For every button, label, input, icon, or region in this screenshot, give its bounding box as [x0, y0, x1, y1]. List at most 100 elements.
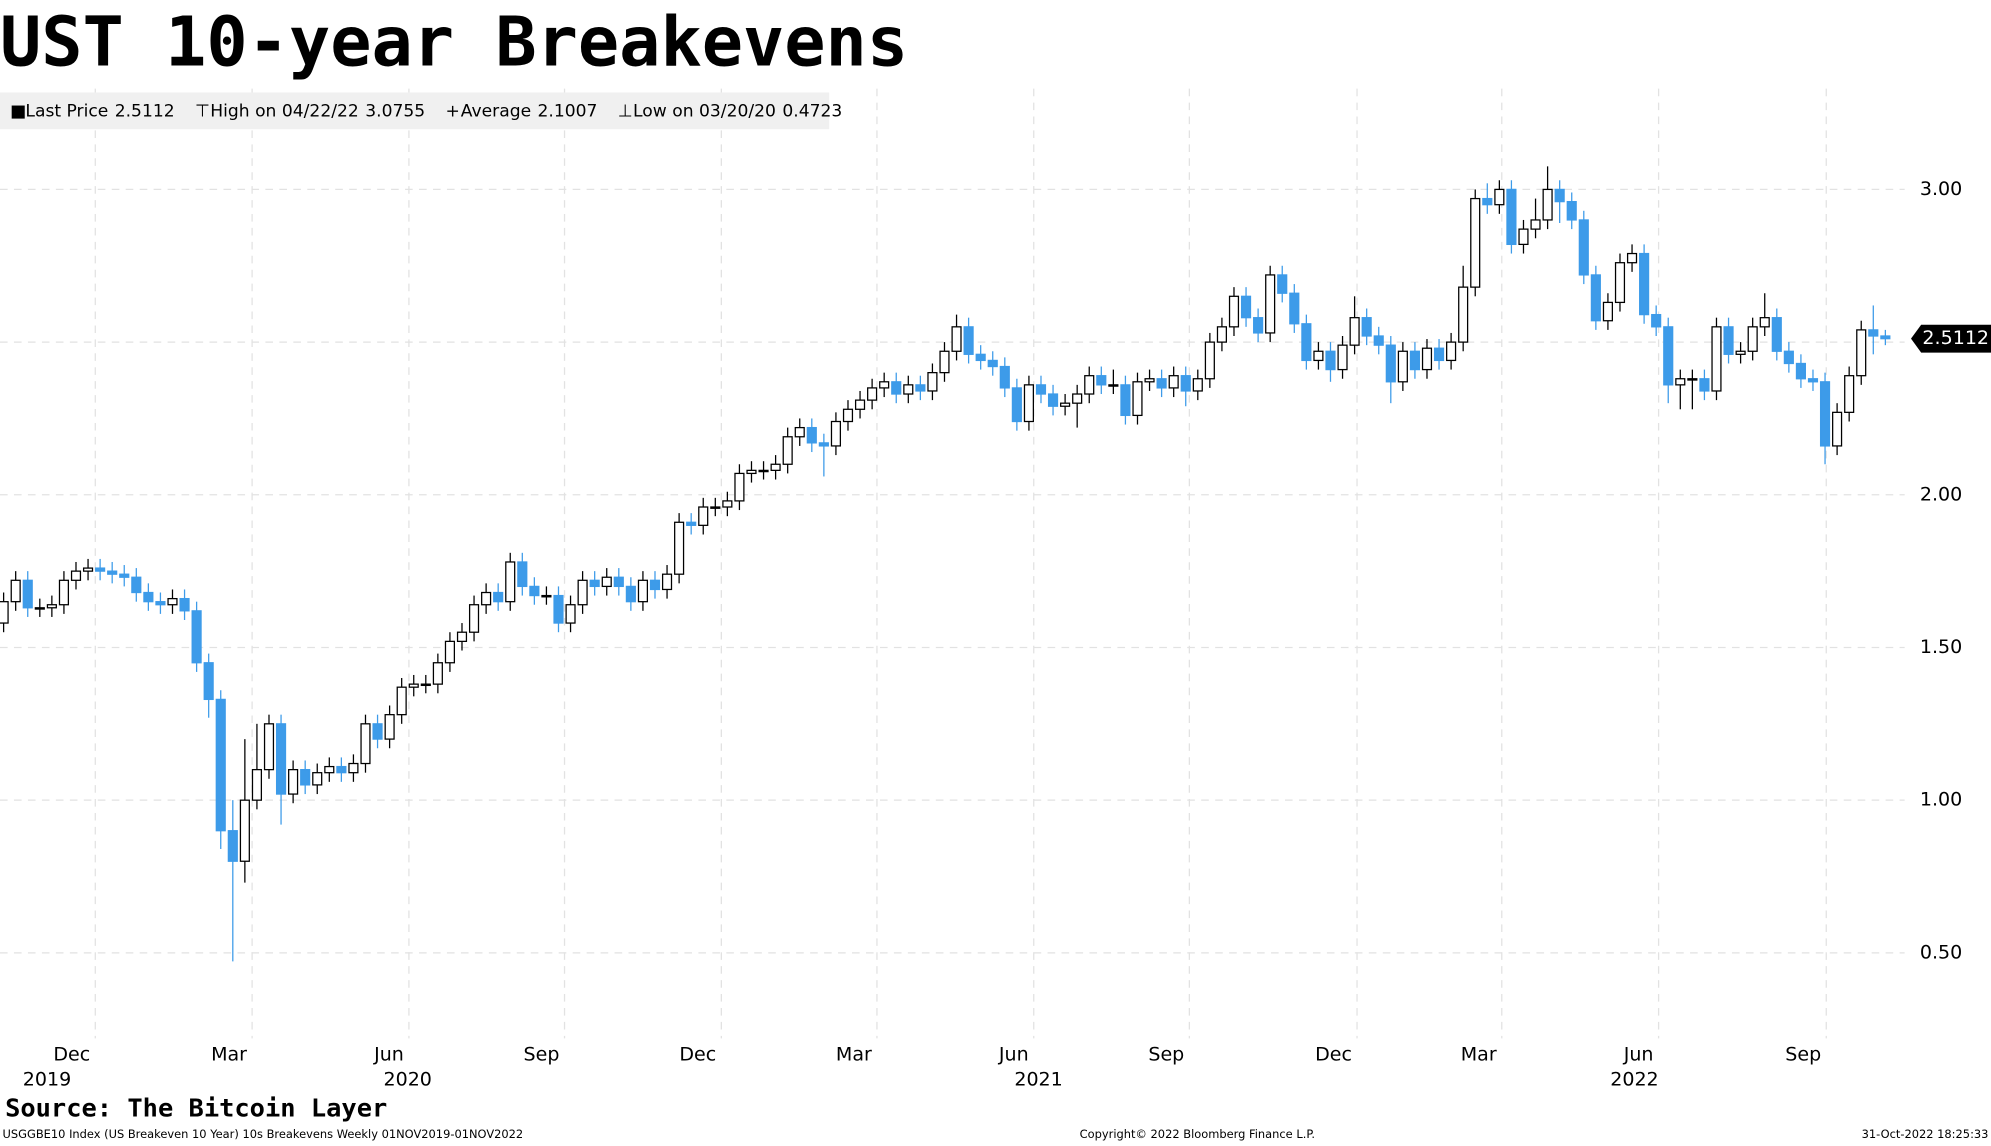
candle-body	[408, 683, 419, 688]
candle-body	[625, 585, 636, 603]
candle-body	[1735, 350, 1746, 355]
candle-body	[239, 799, 250, 862]
candle-body	[637, 579, 649, 603]
y-tick-label: 1.50	[1920, 636, 1962, 658]
candle-body	[1084, 375, 1095, 395]
candle-body	[1325, 350, 1336, 371]
chart-title: UST 10-year Breakevens	[0, 2, 908, 82]
candle-body	[1349, 317, 1360, 346]
candle-body	[300, 768, 311, 786]
x-tick-label: Jun	[373, 1043, 404, 1065]
x-tick-label: Dec	[1315, 1043, 1352, 1065]
candle-body	[95, 567, 106, 572]
candle-body	[1047, 393, 1059, 407]
legend-icon: ⊥	[618, 101, 633, 121]
candle-body	[1759, 317, 1770, 328]
candle-body	[420, 683, 431, 687]
candle-body	[58, 579, 70, 606]
candle-body	[661, 573, 673, 591]
candle-body	[468, 604, 480, 633]
candle-body	[1711, 326, 1722, 392]
source: Source: The Bitcoin Layer	[5, 1092, 387, 1122]
legend-value: 0.4723	[782, 101, 842, 121]
x-year-label: 2021	[1014, 1069, 1062, 1091]
candle-body	[927, 372, 938, 392]
x-tick-label: Mar	[836, 1043, 872, 1065]
candle-body	[1807, 378, 1819, 383]
candle-body	[203, 662, 214, 701]
candle-body	[903, 384, 914, 395]
candle-body	[1228, 295, 1240, 328]
legend-label: Low on 03/20/20	[633, 101, 776, 121]
candle-body	[1651, 313, 1662, 328]
candle-body	[1747, 326, 1758, 352]
candle-body	[179, 597, 190, 612]
candle-body	[1590, 274, 1601, 322]
legend-value: 2.5112	[115, 101, 175, 121]
candle-body	[987, 359, 998, 368]
candle-body	[505, 561, 516, 603]
candle-body	[879, 381, 890, 389]
candle-body	[1470, 197, 1481, 288]
candle-body	[336, 765, 347, 774]
legend-value: 2.1007	[538, 101, 598, 121]
x-tick-label: Dec	[679, 1043, 716, 1065]
candle-body	[915, 384, 926, 392]
candle-body	[1313, 350, 1324, 362]
candle-body	[1614, 262, 1626, 304]
legend-value: 3.0755	[365, 101, 425, 121]
candle-body	[1035, 384, 1047, 395]
candle-body	[107, 570, 118, 575]
candle-body	[674, 521, 685, 575]
legend-label: Last Price	[25, 101, 108, 121]
candle-body	[1578, 219, 1589, 276]
candle-body	[939, 350, 950, 374]
legend: ■ Last Price 2.5112 ⊤ High on 04/22/22 3.0755…	[10, 101, 842, 121]
candle-body	[143, 591, 154, 603]
candle-body	[1819, 381, 1831, 447]
candle-body	[698, 506, 709, 526]
candle-body	[577, 579, 588, 606]
candle-body	[806, 426, 817, 444]
candle-body	[541, 594, 552, 598]
candle-body	[794, 426, 805, 438]
candle-body	[613, 576, 624, 588]
candle-body	[444, 640, 456, 664]
candle-body	[1265, 274, 1276, 334]
candle-body	[517, 561, 528, 588]
candle-body	[82, 567, 94, 572]
candle-body	[1132, 381, 1143, 417]
candle-body	[1602, 301, 1613, 322]
candle-body	[589, 579, 600, 588]
candle-body	[1518, 228, 1529, 246]
candle-body	[1699, 378, 1710, 392]
x-tick-label: Sep	[524, 1043, 560, 1065]
candle-body	[601, 576, 612, 588]
candle-body	[1771, 317, 1782, 352]
candle-body	[1120, 384, 1131, 417]
x-tick-label: Mar	[211, 1043, 247, 1065]
candle-body	[1240, 295, 1252, 319]
candle-body	[1723, 326, 1734, 355]
candles	[0, 166, 1891, 962]
candle-body	[770, 463, 781, 471]
candle-body	[251, 768, 263, 801]
x-tick-label: Sep	[1785, 1043, 1821, 1065]
candle-body	[1844, 375, 1855, 413]
candle-body	[396, 686, 407, 716]
candle-body	[1373, 335, 1384, 346]
x-year-label: 2022	[1610, 1069, 1658, 1091]
x-tick-label: Dec	[53, 1043, 90, 1065]
candle-body	[1180, 375, 1191, 392]
candle-body	[1409, 350, 1421, 371]
footer-center: Copyright© 2022 Bloomberg Finance L.P.	[1080, 1127, 1315, 1141]
candle-body	[1783, 350, 1794, 365]
candle-body	[1072, 393, 1083, 404]
candle-body	[1795, 362, 1806, 380]
candle-body	[167, 597, 178, 606]
candle-body	[1337, 344, 1348, 371]
candle-body	[263, 723, 275, 771]
candle-body	[963, 326, 974, 355]
last-price-label: 2.5112	[1922, 327, 1989, 349]
